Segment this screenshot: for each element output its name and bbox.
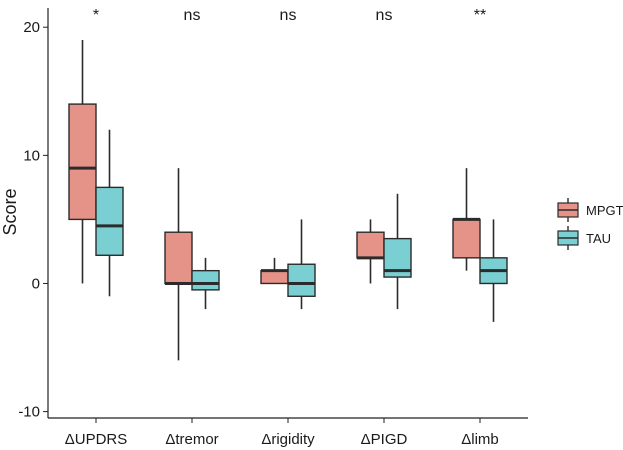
significance-label: ns	[184, 7, 201, 24]
box-tau	[95, 186, 124, 256]
x-tick-label: Δtremor	[165, 431, 218, 448]
significance-label: **	[474, 7, 486, 24]
y-axis-title: Score	[0, 188, 20, 235]
y-tick-label: -10	[18, 404, 40, 421]
significance-label: *	[93, 7, 99, 24]
box-mpgt	[164, 231, 193, 285]
y-tick-label: 0	[32, 275, 40, 292]
x-tick-label: ΔUPDRS	[65, 431, 128, 448]
significance-label: ns	[280, 7, 297, 24]
legend-label: MPGT	[586, 203, 623, 218]
significance-label: ns	[376, 7, 393, 24]
box-mpgt	[260, 269, 289, 285]
box-tau	[287, 263, 316, 297]
plot-area	[68, 40, 508, 361]
x-tick-label: Δlimb	[461, 431, 499, 448]
box-mpgt	[356, 231, 385, 259]
box-mpgt	[68, 103, 97, 221]
box-tau	[191, 269, 220, 291]
legend: MPGT TAU	[557, 198, 623, 250]
axes: -10 0 10 20 ΔUPDRS * Δtremor ns Δrigidity ns ΔPIGD…	[18, 7, 528, 448]
y-tick-label: 10	[23, 147, 40, 164]
y-tick-label: 20	[23, 19, 40, 36]
x-tick-label: Δrigidity	[261, 431, 315, 448]
legend-label: TAU	[586, 231, 611, 246]
x-tick-label: ΔPIGD	[361, 431, 408, 448]
box-mpgt	[452, 218, 481, 259]
